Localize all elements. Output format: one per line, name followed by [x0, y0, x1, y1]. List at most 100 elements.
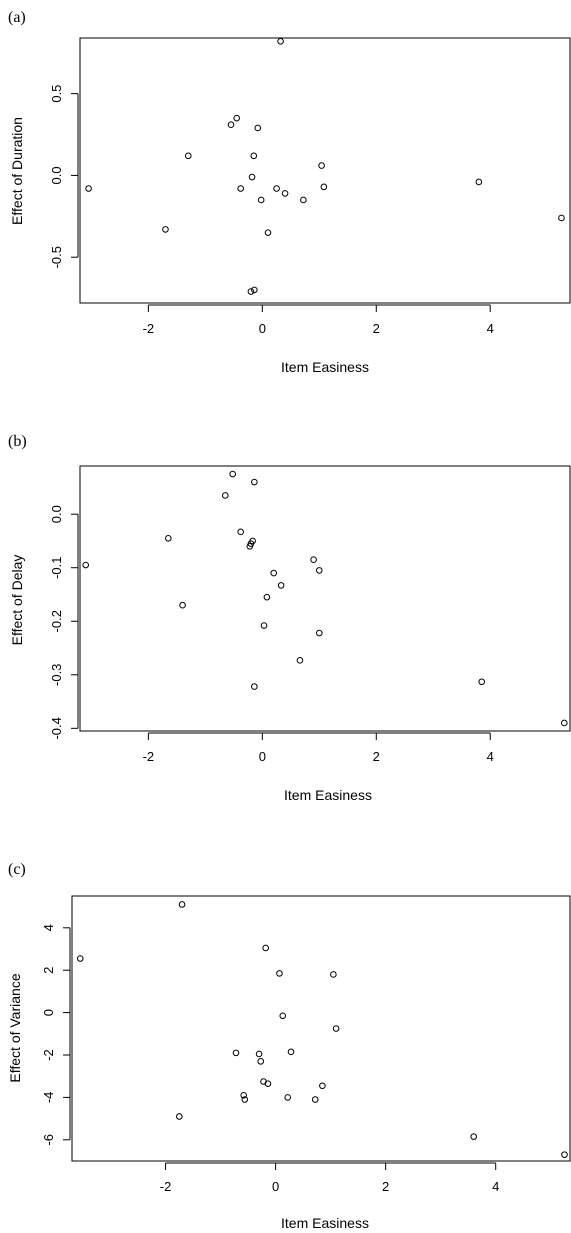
panel-a-plot-frame	[79, 37, 571, 304]
data-point	[319, 1082, 326, 1090]
data-point	[296, 657, 304, 664]
x-tick-label: -2	[143, 321, 155, 336]
y-tick-label: -0.3	[49, 664, 64, 686]
x-tick-label: 0	[259, 321, 266, 336]
data-point	[176, 1113, 183, 1120]
panel-c-y-axis: -6 -4 -2 0 2 4	[41, 924, 71, 1146]
panel-a-x-axis-label: Item Easiness	[281, 359, 369, 375]
data-point	[237, 528, 244, 536]
data-point	[257, 196, 265, 204]
data-point	[318, 162, 325, 169]
data-point	[284, 1094, 292, 1101]
panel-a-x-axis: -2 0 2 4	[143, 304, 494, 336]
y-tick-label: -4	[41, 1092, 56, 1104]
data-point	[85, 185, 92, 192]
panel-b-y-axis: -0.4 -0.3 -0.2 -0.1 0.0	[49, 505, 79, 740]
data-point	[241, 1096, 249, 1103]
data-point	[162, 226, 169, 233]
y-tick-label: 0.5	[49, 85, 64, 103]
data-point	[76, 955, 84, 962]
panel-b-x-axis: -2 0 2 4	[143, 732, 494, 764]
data-point	[277, 37, 284, 45]
y-tick-label: -0.4	[49, 717, 64, 739]
x-tick-label: 0	[272, 1179, 279, 1194]
x-tick-label: 4	[492, 1179, 499, 1194]
data-point	[332, 1025, 340, 1032]
panel-b-x-axis-label: Item Easiness	[284, 787, 372, 803]
data-point	[320, 183, 328, 191]
data-point	[561, 1151, 568, 1158]
panel-b-y-axis-label: Effect of Delay	[9, 555, 25, 646]
y-tick-label: 4	[41, 924, 56, 931]
data-point	[310, 556, 317, 563]
y-tick-label: 0.0	[49, 166, 64, 184]
panel-a-y-axis: -0.5 0.0 0.5	[49, 85, 79, 268]
data-point	[316, 567, 323, 574]
panel-a-points	[85, 37, 565, 295]
panel-c-label: (c)	[8, 861, 26, 878]
data-point	[179, 601, 186, 609]
y-tick-label: 2	[41, 967, 56, 974]
x-tick-label: -2	[160, 1179, 172, 1194]
y-tick-label: 0	[41, 1009, 56, 1016]
data-point	[240, 1091, 247, 1099]
data-point	[260, 622, 268, 629]
data-point	[251, 683, 258, 690]
data-point	[184, 152, 192, 160]
data-point	[475, 178, 483, 186]
data-point	[257, 1058, 265, 1065]
panel-a-label: (a)	[8, 9, 26, 26]
y-tick-label: -6	[41, 1134, 56, 1146]
panel-c: (c) -2 0 2 4 -6 -4 -2 0 2 4 Item Easiness Effect…	[7, 861, 571, 1231]
data-point	[229, 470, 236, 478]
x-tick-label: 2	[373, 321, 380, 336]
data-point	[178, 901, 186, 908]
panel-c-points	[76, 901, 568, 1158]
data-point	[316, 629, 323, 637]
data-point	[279, 1012, 287, 1020]
x-tick-label: 0	[259, 749, 266, 764]
panel-b-label: (b)	[8, 433, 27, 450]
data-point	[255, 1050, 263, 1058]
data-point	[249, 537, 256, 545]
y-tick-label: -2	[41, 1049, 56, 1061]
data-point	[287, 1048, 295, 1056]
data-point	[227, 121, 235, 128]
data-point	[276, 970, 283, 977]
data-point	[165, 534, 172, 542]
panel-c-x-axis: -2 0 2 4	[160, 1162, 499, 1194]
data-point	[270, 569, 278, 577]
data-point	[232, 1049, 240, 1057]
data-point	[264, 1080, 272, 1087]
data-point	[558, 214, 565, 222]
y-tick-label: 0.0	[49, 505, 64, 523]
data-point	[470, 1133, 478, 1140]
data-point	[237, 185, 244, 192]
y-tick-label: -0.5	[49, 246, 64, 268]
panel-c-y-axis-label: Effect of Variance	[7, 973, 23, 1082]
data-point	[254, 124, 262, 132]
x-tick-label: 4	[487, 321, 494, 336]
data-point	[561, 719, 568, 727]
data-point	[300, 196, 307, 204]
panel-a-y-axis-label: Effect of Duration	[9, 117, 25, 225]
data-point	[263, 593, 271, 601]
panel-b: (b) -2 0 2 4 -0.4 -0.3 -0.2 -0.1 0.0 Item Easin…	[8, 433, 571, 803]
panel-b-points	[82, 470, 568, 727]
data-point	[262, 944, 269, 952]
data-point	[277, 582, 285, 589]
data-point	[248, 173, 256, 181]
data-point	[251, 478, 258, 486]
data-point	[281, 190, 289, 197]
data-point	[311, 1096, 319, 1103]
data-point	[250, 152, 258, 160]
y-tick-label: -0.2	[49, 610, 64, 632]
data-point	[221, 492, 229, 499]
data-point	[251, 286, 258, 294]
data-point	[264, 229, 272, 236]
y-tick-label: -0.1	[49, 557, 64, 579]
panel-a: (a) -2 0 2 4 -0.5 0.0 0.5 Item Easiness Effec…	[8, 9, 571, 375]
x-tick-label: 2	[373, 749, 380, 764]
x-tick-label: 2	[382, 1179, 389, 1194]
